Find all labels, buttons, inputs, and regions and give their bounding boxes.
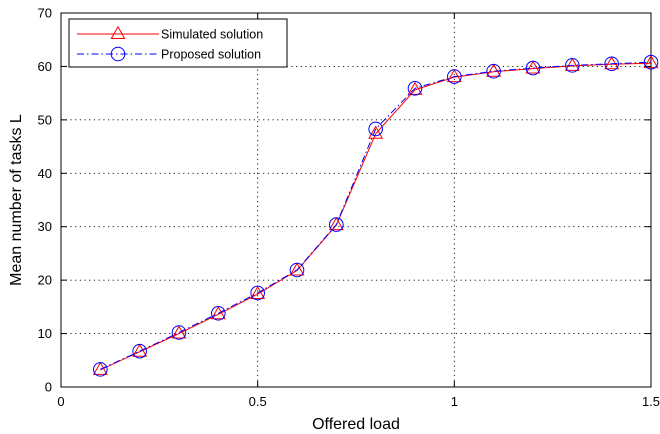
legend-box bbox=[68, 18, 288, 68]
data-point bbox=[92, 361, 108, 375]
data-point bbox=[132, 343, 147, 359]
data-point bbox=[643, 55, 659, 69]
series-line bbox=[100, 62, 652, 371]
series-1 bbox=[92, 55, 659, 375]
legend-label: Proposed solution bbox=[161, 48, 261, 62]
y-tick-label: 60 bbox=[38, 59, 52, 74]
data-point bbox=[564, 57, 580, 71]
data-point bbox=[211, 305, 226, 321]
y-tick-label: 30 bbox=[38, 219, 52, 234]
data-point bbox=[525, 60, 541, 76]
y-tick-label: 10 bbox=[38, 326, 52, 341]
data-point bbox=[132, 343, 148, 357]
grid bbox=[61, 13, 651, 387]
legend: Simulated solution Proposed solution bbox=[68, 18, 288, 68]
data-point bbox=[210, 306, 226, 320]
plot-frame bbox=[60, 12, 652, 388]
data-point bbox=[289, 262, 305, 278]
data-point bbox=[289, 262, 305, 276]
data-point bbox=[368, 125, 384, 139]
x-tick-label: 0.5 bbox=[249, 394, 267, 409]
data-point bbox=[171, 325, 187, 339]
x-tick-label: 1.5 bbox=[642, 394, 660, 409]
data-point bbox=[407, 81, 423, 95]
data-point bbox=[604, 56, 619, 72]
data-point bbox=[447, 69, 462, 84]
data-point bbox=[329, 217, 344, 232]
data-point bbox=[643, 54, 659, 70]
legend-marker bbox=[110, 46, 126, 62]
y-tick-label: 0 bbox=[45, 380, 52, 395]
y-tick-label: 20 bbox=[38, 273, 52, 288]
legend-label: Simulated solution bbox=[161, 28, 263, 42]
data-point bbox=[565, 58, 580, 73]
data-point bbox=[250, 285, 266, 299]
y-tick-label: 70 bbox=[38, 6, 52, 21]
data-point bbox=[250, 285, 265, 301]
series-2 bbox=[93, 54, 659, 377]
series-layer bbox=[92, 54, 659, 377]
x-axis-label: Offered load bbox=[312, 416, 400, 433]
legend-item: Simulated solution bbox=[77, 25, 263, 42]
y-tick-label: 40 bbox=[38, 166, 52, 181]
data-point bbox=[93, 362, 108, 377]
data-point bbox=[604, 56, 620, 70]
data-point bbox=[328, 216, 344, 231]
data-point bbox=[407, 81, 423, 96]
legend-item: Proposed solution bbox=[77, 46, 261, 62]
series-line bbox=[100, 61, 652, 370]
y-axis-label: Mean number of tasks L bbox=[8, 114, 25, 286]
y-tick-label: 50 bbox=[38, 112, 52, 127]
data-point bbox=[171, 325, 187, 340]
data-point bbox=[368, 121, 383, 137]
legend-marker bbox=[110, 25, 126, 39]
data-point bbox=[486, 63, 502, 77]
x-tick-label: 0 bbox=[57, 394, 64, 409]
x-tick-label: 1 bbox=[451, 394, 458, 409]
axis-ticks: 0 0.5 1 1.5 0 10 20 30 40 50 60 70 bbox=[38, 6, 660, 410]
data-point bbox=[525, 60, 541, 74]
data-point bbox=[486, 63, 501, 79]
